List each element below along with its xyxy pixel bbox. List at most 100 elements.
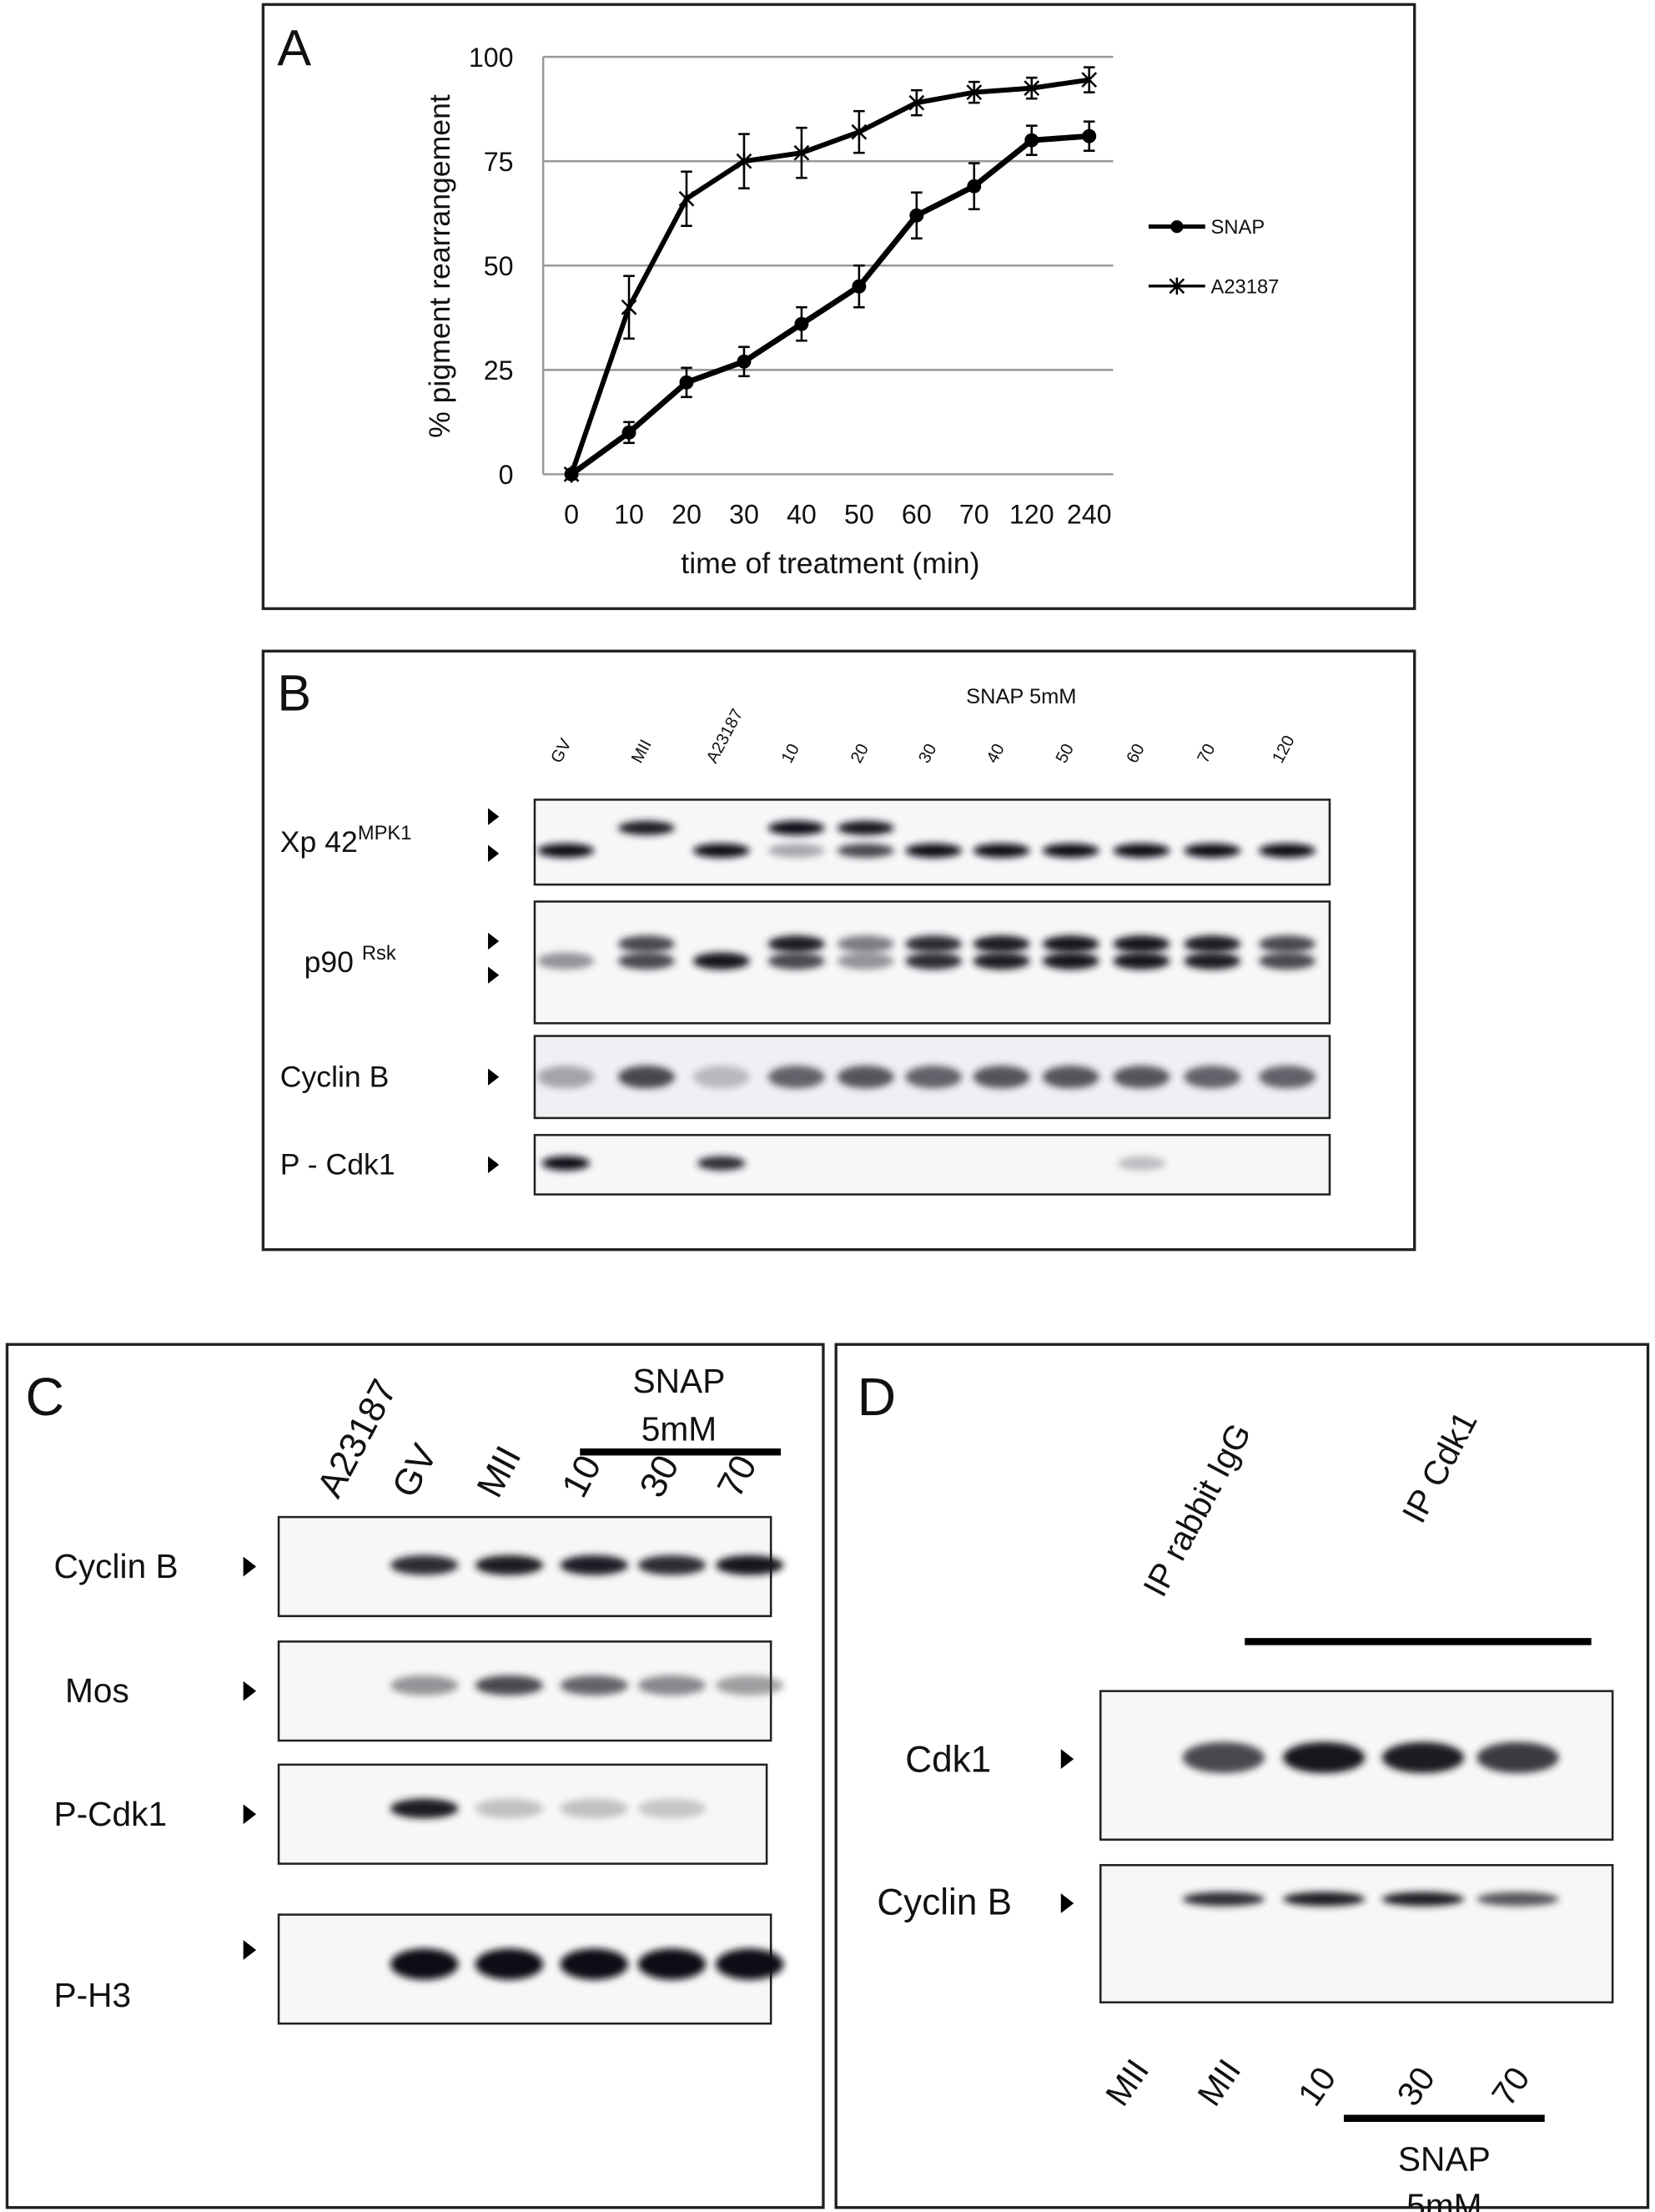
- band: [1259, 935, 1316, 953]
- row-label-text: P - Cdk1: [280, 1148, 395, 1182]
- band: [1184, 952, 1241, 970]
- x-tick-label: 70: [959, 500, 989, 530]
- panel-d-snap-label: SNAP: [1398, 2140, 1491, 2179]
- lane-label: 30: [1389, 2060, 1442, 2113]
- band: [475, 1798, 544, 1819]
- band: [1117, 1156, 1166, 1171]
- panel-b-frame: [261, 649, 1416, 1252]
- band: [1113, 952, 1170, 970]
- band: [560, 1675, 628, 1696]
- arrowhead-icon: [488, 966, 500, 984]
- arrowhead-icon: [1060, 1893, 1074, 1913]
- band: [837, 1066, 894, 1089]
- band: [1184, 935, 1241, 953]
- data-point-A23187: [563, 466, 580, 483]
- panel-b-blots: GV MII A23187 10 20 30 40 50 60 70 120 Xp 42MPK1 p90…: [280, 706, 1331, 1196]
- lane-label: 70: [1484, 2060, 1537, 2113]
- lane-label: GV: [547, 736, 575, 767]
- lane-label: 10: [1290, 2060, 1344, 2113]
- band: [1476, 1892, 1559, 1907]
- data-point-A23187: [966, 83, 983, 101]
- panel-b-header: SNAP 5mM: [966, 685, 1076, 708]
- band: [1042, 1066, 1099, 1089]
- band: [973, 843, 1030, 858]
- band: [475, 1554, 544, 1575]
- lane-label: MII: [469, 1439, 529, 1504]
- lane-label: MII: [1190, 2052, 1248, 2113]
- band: [973, 1066, 1030, 1089]
- band: [390, 1554, 459, 1575]
- band: [1113, 935, 1170, 953]
- arrowhead-icon: [243, 1804, 257, 1825]
- data-point-SNAP: [621, 425, 636, 440]
- panel-d-letter: D: [858, 1367, 897, 1427]
- band: [1476, 1741, 1559, 1774]
- row-label: P - Cdk1: [280, 1148, 395, 1182]
- legend-marker: [1170, 219, 1184, 234]
- x-tick-label: 60: [902, 500, 932, 530]
- x-axis-label: time of treatment (min): [681, 547, 979, 580]
- band: [537, 952, 595, 970]
- band: [692, 1066, 750, 1089]
- panel-c-letter: C: [26, 1367, 65, 1427]
- y-axis-label: % pigment rearrangement: [423, 94, 456, 438]
- lane-label: 30: [631, 1449, 687, 1504]
- row-label-superscript: MPK1: [358, 823, 412, 844]
- panel-c-frame: [5, 1343, 825, 2209]
- row-label-text: Xp 42: [280, 825, 358, 859]
- lane-label: MII: [1098, 2052, 1156, 2113]
- band: [637, 1948, 707, 1980]
- band: [767, 820, 825, 835]
- x-tick-label: 40: [787, 500, 817, 530]
- data-point-SNAP: [852, 279, 867, 294]
- band: [637, 1798, 707, 1819]
- y-tick-label: 0: [499, 460, 514, 490]
- arrowhead-icon: [1060, 1749, 1074, 1769]
- x-tick-label: 50: [844, 500, 874, 530]
- band: [618, 820, 675, 835]
- band: [1259, 843, 1316, 858]
- band: [973, 935, 1030, 953]
- band: [1381, 1741, 1465, 1774]
- row-label: P-H3: [53, 1976, 131, 2014]
- y-tick-label: 50: [484, 251, 514, 281]
- band: [537, 843, 595, 858]
- band: [541, 1156, 591, 1171]
- arrowhead-icon: [243, 1940, 257, 1960]
- x-tick-label: 240: [1067, 500, 1112, 530]
- data-point-A23187: [851, 123, 868, 141]
- panel-d-snap-conc: 5mM: [1406, 2186, 1481, 2212]
- band: [1113, 1066, 1170, 1089]
- lane-label: 10: [778, 741, 803, 766]
- band: [390, 1675, 459, 1696]
- band: [973, 952, 1030, 970]
- legend-marker: [1169, 277, 1185, 295]
- band: [767, 1066, 825, 1089]
- data-point-A23187: [793, 144, 810, 162]
- band: [1042, 843, 1099, 858]
- data-point-A23187: [678, 190, 695, 208]
- band: [1182, 1741, 1265, 1774]
- lane-label: 30: [915, 741, 940, 766]
- band: [1113, 843, 1170, 858]
- band: [716, 1554, 784, 1575]
- lane-label: 70: [710, 1449, 765, 1504]
- legend-label: SNAP: [1211, 217, 1265, 239]
- blot-box: [533, 799, 1331, 886]
- data-point-SNAP: [679, 375, 694, 390]
- lane-label: 20: [848, 741, 873, 766]
- series-line-A23187: [569, 77, 1090, 476]
- band: [905, 843, 963, 858]
- band: [1184, 1066, 1241, 1089]
- data-point-SNAP: [1024, 133, 1039, 148]
- band: [1182, 1892, 1265, 1907]
- band: [560, 1554, 628, 1575]
- arrowhead-icon: [243, 1556, 257, 1577]
- blot-box: [1099, 1863, 1614, 2004]
- band: [837, 935, 894, 953]
- band: [697, 1156, 746, 1171]
- panel-d-ip-cdk1: IP Cdk1: [1395, 1405, 1485, 1529]
- panel-d-ip-igg: IP rabbit IgG: [1135, 1417, 1259, 1603]
- band: [1381, 1892, 1465, 1907]
